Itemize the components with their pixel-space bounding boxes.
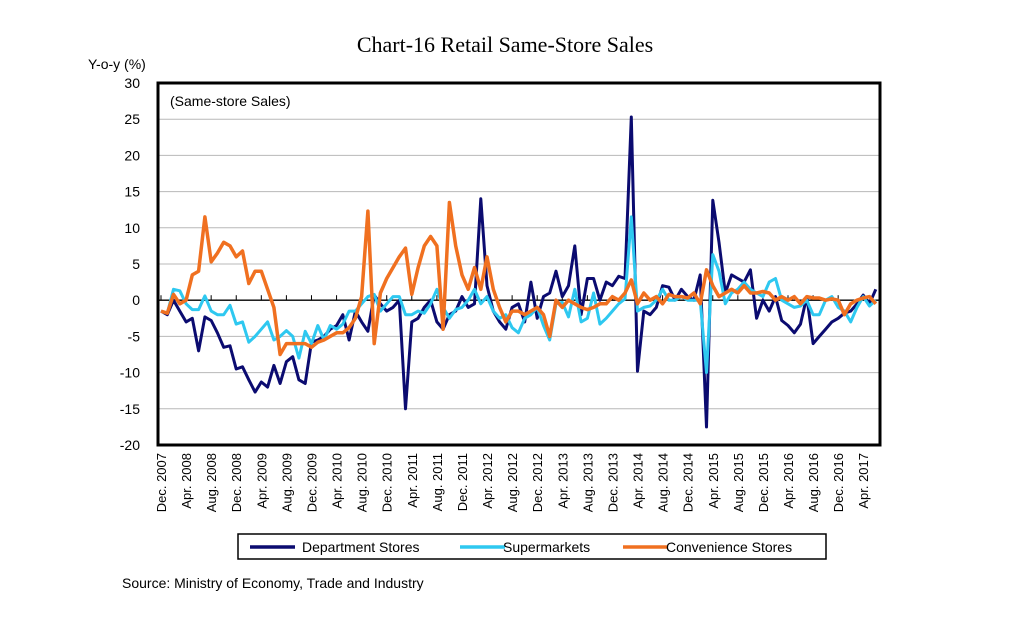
legend-label: Convenience Stores	[666, 539, 792, 555]
chart-title: Chart-16 Retail Same-Store Sales	[356, 32, 654, 57]
x-tick-label: Apr. 2017	[856, 453, 871, 509]
y-tick-label: -15	[120, 401, 140, 417]
x-tick-label: Dec. 2010	[380, 453, 395, 512]
x-tick-label: Apr. 2013	[555, 453, 570, 509]
x-tick-label: Dec. 2015	[756, 453, 771, 512]
legend-label: Department Stores	[302, 539, 420, 555]
x-tick-label: Apr. 2008	[179, 453, 194, 509]
plot-frame	[156, 81, 882, 447]
legend-label: Supermarkets	[503, 539, 590, 555]
x-tick-label: Apr. 2016	[781, 453, 796, 509]
y-tick-label: -5	[128, 328, 141, 344]
x-tick-label: Aug. 2012	[505, 453, 520, 512]
x-tick-label: Aug. 2014	[656, 453, 671, 512]
x-tick-label: Apr. 2011	[405, 453, 420, 508]
x-tick-label: Dec. 2009	[304, 453, 319, 512]
legend-box	[237, 533, 827, 560]
x-tick-label: Aug. 2008	[204, 453, 219, 512]
series-line-convenience-stores	[160, 200, 878, 357]
y-tick-label: -10	[120, 365, 140, 381]
x-tick-label: Aug. 2016	[806, 453, 821, 512]
x-tick-label: Dec. 2013	[605, 453, 620, 512]
y-tick-label: 15	[124, 184, 140, 200]
x-tick-label: Dec. 2007	[154, 453, 169, 512]
y-tick-label: 10	[124, 220, 140, 236]
x-tick-label: Apr. 2012	[480, 453, 495, 509]
x-tick-label: Apr. 2014	[631, 453, 646, 509]
series-line-department-stores	[160, 115, 878, 429]
x-tick-label: Dec. 2012	[530, 453, 545, 512]
y-tick-label: 20	[124, 147, 140, 163]
plot-annotation: (Same-store Sales)	[170, 93, 291, 109]
y-tick-label: -20	[120, 437, 140, 453]
source-note: Source: Ministry of Economy, Trade and I…	[122, 575, 424, 591]
y-tick-label: 25	[124, 111, 140, 127]
x-tick-label: Dec. 2014	[681, 453, 696, 512]
x-tick-label: Aug. 2015	[731, 453, 746, 512]
y-tick-label: 30	[124, 75, 140, 91]
x-tick-label: Aug. 2009	[279, 453, 294, 512]
y-tick-label: 5	[132, 256, 140, 272]
x-tick-label: Apr. 2010	[330, 453, 345, 509]
x-tick-label: Dec. 2011	[455, 453, 470, 511]
x-tick-label: Aug. 2011	[430, 453, 445, 511]
y-tick-label: 0	[132, 292, 140, 308]
x-tick-label: Aug. 2013	[580, 453, 595, 512]
x-tick-label: Apr. 2015	[706, 453, 721, 509]
x-tick-label: Apr. 2009	[254, 453, 269, 509]
x-tick-label: Aug. 2010	[355, 453, 370, 512]
legend: Department Stores Supermarkets Convenience…	[237, 533, 827, 560]
x-tick-label: Dec. 2016	[831, 453, 846, 512]
x-tick-label: Dec. 2008	[229, 453, 244, 512]
y-axis-label: Y-o-y (%)	[88, 56, 146, 72]
